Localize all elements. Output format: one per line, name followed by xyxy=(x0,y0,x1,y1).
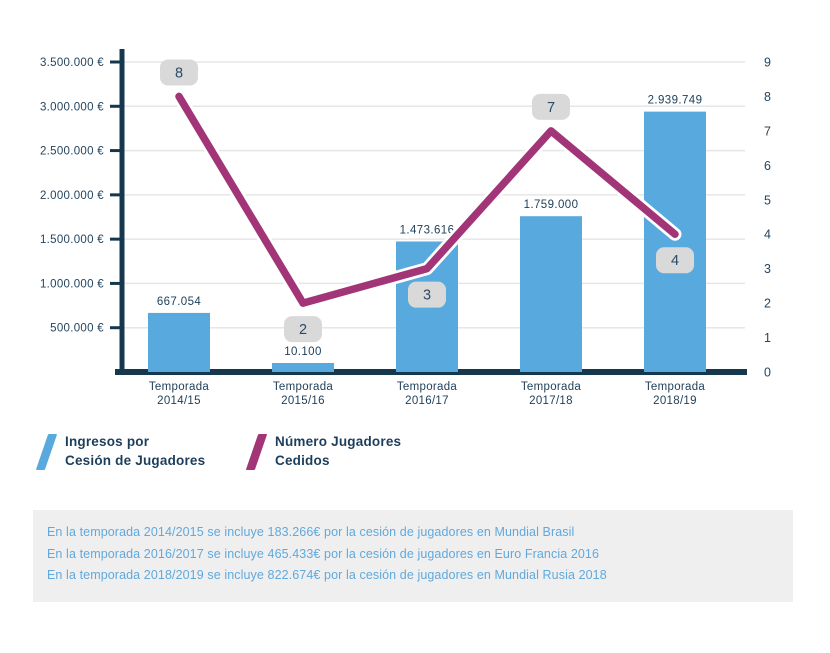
x-axis-label: Temporada xyxy=(521,381,582,393)
footnote-1: En la temporada 2014/2015 se incluye 183… xyxy=(47,525,575,539)
right-axis-label: 7 xyxy=(764,124,771,138)
income-bar xyxy=(520,216,582,372)
legend-item-ingresos: Ingresos por Cesión de Jugadores xyxy=(35,433,220,471)
legend-label-ingresos: Ingresos por Cesión de Jugadores xyxy=(65,434,206,468)
point-badge-label: 7 xyxy=(547,100,555,116)
bar-value-label: 1.473.616 xyxy=(400,224,455,236)
point-badge xyxy=(160,59,198,86)
bar-value-label: 667.054 xyxy=(157,296,202,308)
right-axis-label: 4 xyxy=(764,228,771,242)
left-axis-label: 2.500.000 € xyxy=(40,146,104,158)
point-badge xyxy=(284,316,322,343)
x-axis-label: Temporada xyxy=(273,381,334,393)
chart-legend: Ingresos por Cesión de Jugadores Número J… xyxy=(35,433,402,471)
left-axis-label: 1.000.000 € xyxy=(40,278,104,290)
point-badge-label: 8 xyxy=(175,65,183,81)
right-axis-label: 9 xyxy=(764,56,771,70)
loans-line xyxy=(175,92,679,307)
footnote-2: En la temporada 2016/2017 se incluye 465… xyxy=(47,546,600,561)
right-axis-label: 3 xyxy=(764,262,771,276)
bar-value-label: 10.100 xyxy=(284,346,322,358)
right-axis-label: 5 xyxy=(764,193,771,207)
x-axis-label: 2018/19 xyxy=(653,395,697,407)
footnote-3: En la temporada 2018/2019 se incluye 822… xyxy=(47,568,607,582)
x-axis-label: Temporada xyxy=(645,381,706,393)
point-badge-label: 3 xyxy=(423,288,431,304)
x-axis-label: Temporada xyxy=(149,381,210,393)
x-axis-label: 2016/17 xyxy=(405,395,449,407)
legend-label-cedidos: Número Jugadores Cedidos xyxy=(275,434,402,468)
x-axis-label: Temporada xyxy=(397,381,458,393)
point-badge xyxy=(656,247,694,274)
income-bar xyxy=(272,363,334,372)
left-axis-label: 3.500.000 € xyxy=(40,57,104,69)
right-axis-label: 2 xyxy=(764,297,771,311)
right-axis-label: 8 xyxy=(764,90,771,104)
income-bar xyxy=(644,111,706,373)
left-axis-label: 500.000 € xyxy=(50,323,104,335)
left-axis-label: 2.000.000 € xyxy=(40,190,104,202)
right-axis-label: 6 xyxy=(764,159,771,173)
bar-series-swatch-icon xyxy=(35,434,58,470)
x-axis-label: 2015/16 xyxy=(281,395,325,407)
point-badge-label: 4 xyxy=(671,253,679,269)
point-badge-label: 2 xyxy=(299,322,307,338)
x-axis-label: 2014/15 xyxy=(157,395,201,407)
right-axis-label: 0 xyxy=(764,366,771,380)
left-axis-label: 1.500.000 € xyxy=(40,234,104,246)
x-axis-label: 2017/18 xyxy=(529,395,573,407)
left-axis-label: 3.000.000 € xyxy=(40,101,104,113)
right-axis-label: 1 xyxy=(764,331,771,345)
line-series-swatch-icon xyxy=(245,434,268,470)
loan-income-chart: 500.000 € 1.000.000 € 1.500.000 € 2.000.000… xyxy=(40,49,771,407)
point-badge xyxy=(408,281,446,308)
bar-value-label: 2.939.749 xyxy=(648,95,703,107)
income-bar xyxy=(148,312,210,372)
footnotes-box: En la temporada 2014/2015 se incluye 183… xyxy=(33,510,793,602)
legend-item-cedidos: Número Jugadores Cedidos xyxy=(245,433,402,471)
bar-value-label: 1.759.000 xyxy=(524,199,579,211)
point-badge xyxy=(532,93,570,120)
